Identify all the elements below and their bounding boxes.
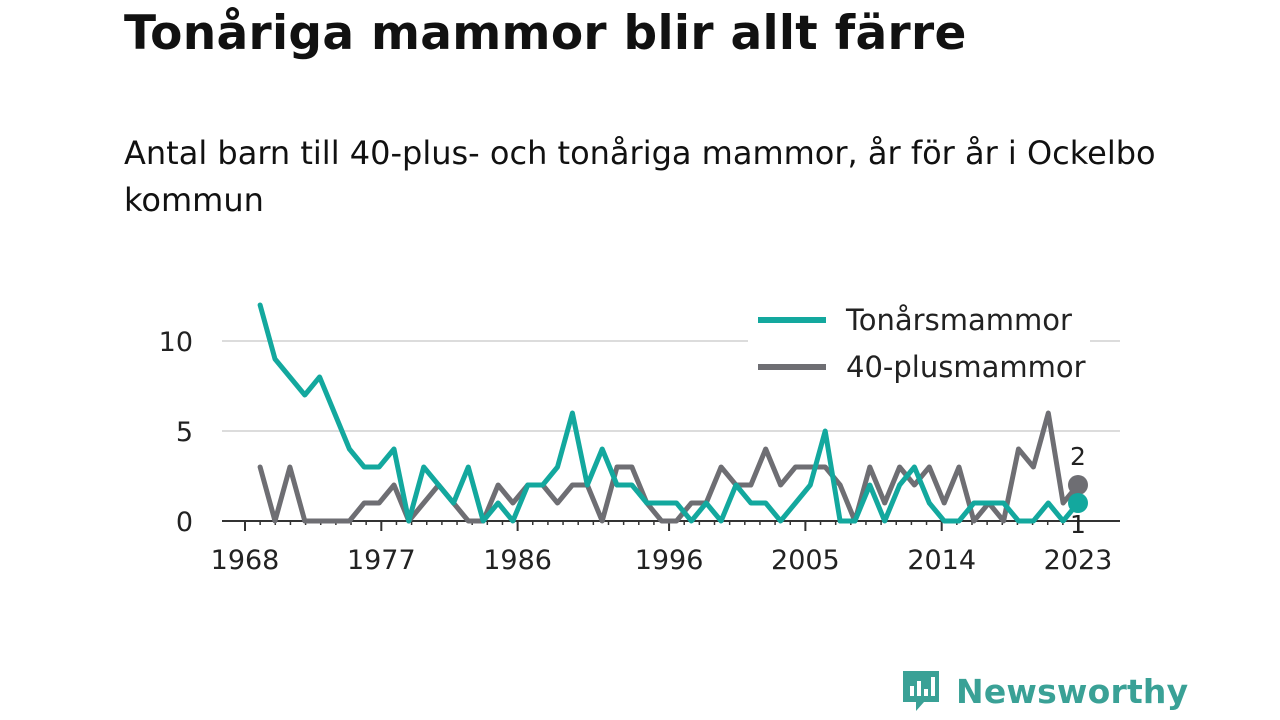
end-label-40-plusmammor: 2	[1070, 442, 1086, 471]
x-tick-label: 1968	[211, 545, 280, 576]
brand-name: Newsworthy	[956, 671, 1189, 711]
y-tick-label: 10	[159, 327, 193, 358]
newsworthy-logo-icon	[903, 671, 939, 711]
end-points: 21	[1068, 442, 1088, 539]
y-tick-label: 0	[176, 507, 193, 538]
legend: Tonårsmammor 40-plusmammor	[748, 294, 1090, 384]
chart-title: Tonåriga mammor blir allt färre	[124, 6, 967, 61]
end-point-40-plusmammor	[1068, 475, 1088, 495]
end-label-tonarsmammor: 1	[1070, 510, 1086, 539]
x-tick-label: 1977	[347, 545, 416, 576]
x-tick-label: 1986	[483, 545, 552, 576]
y-axis: 0 5 10	[159, 327, 193, 538]
legend-label: Tonårsmammor	[845, 303, 1072, 337]
x-tick-label: 2014	[907, 545, 976, 576]
series-line-40-plusmammor	[257, 410, 1081, 524]
y-tick-label: 5	[176, 417, 193, 448]
newsworthy-logo: Newsworthy	[900, 668, 1188, 714]
x-tick-label: 1996	[635, 545, 704, 576]
x-axis-ticks: 1968 1977 1986 1996 2005 2014 2023	[211, 521, 1113, 576]
x-tick-label: 2023	[1044, 545, 1113, 576]
series-layer	[257, 302, 1081, 524]
legend-label: 40-plusmammor	[846, 350, 1086, 384]
end-point-tonarsmammor	[1068, 493, 1088, 513]
chart-subtitle: Antal barn till 40-plus- och tonåriga ma…	[124, 134, 1156, 219]
x-tick-label: 2005	[771, 545, 840, 576]
series-line-tonarsmammor	[257, 302, 1081, 524]
